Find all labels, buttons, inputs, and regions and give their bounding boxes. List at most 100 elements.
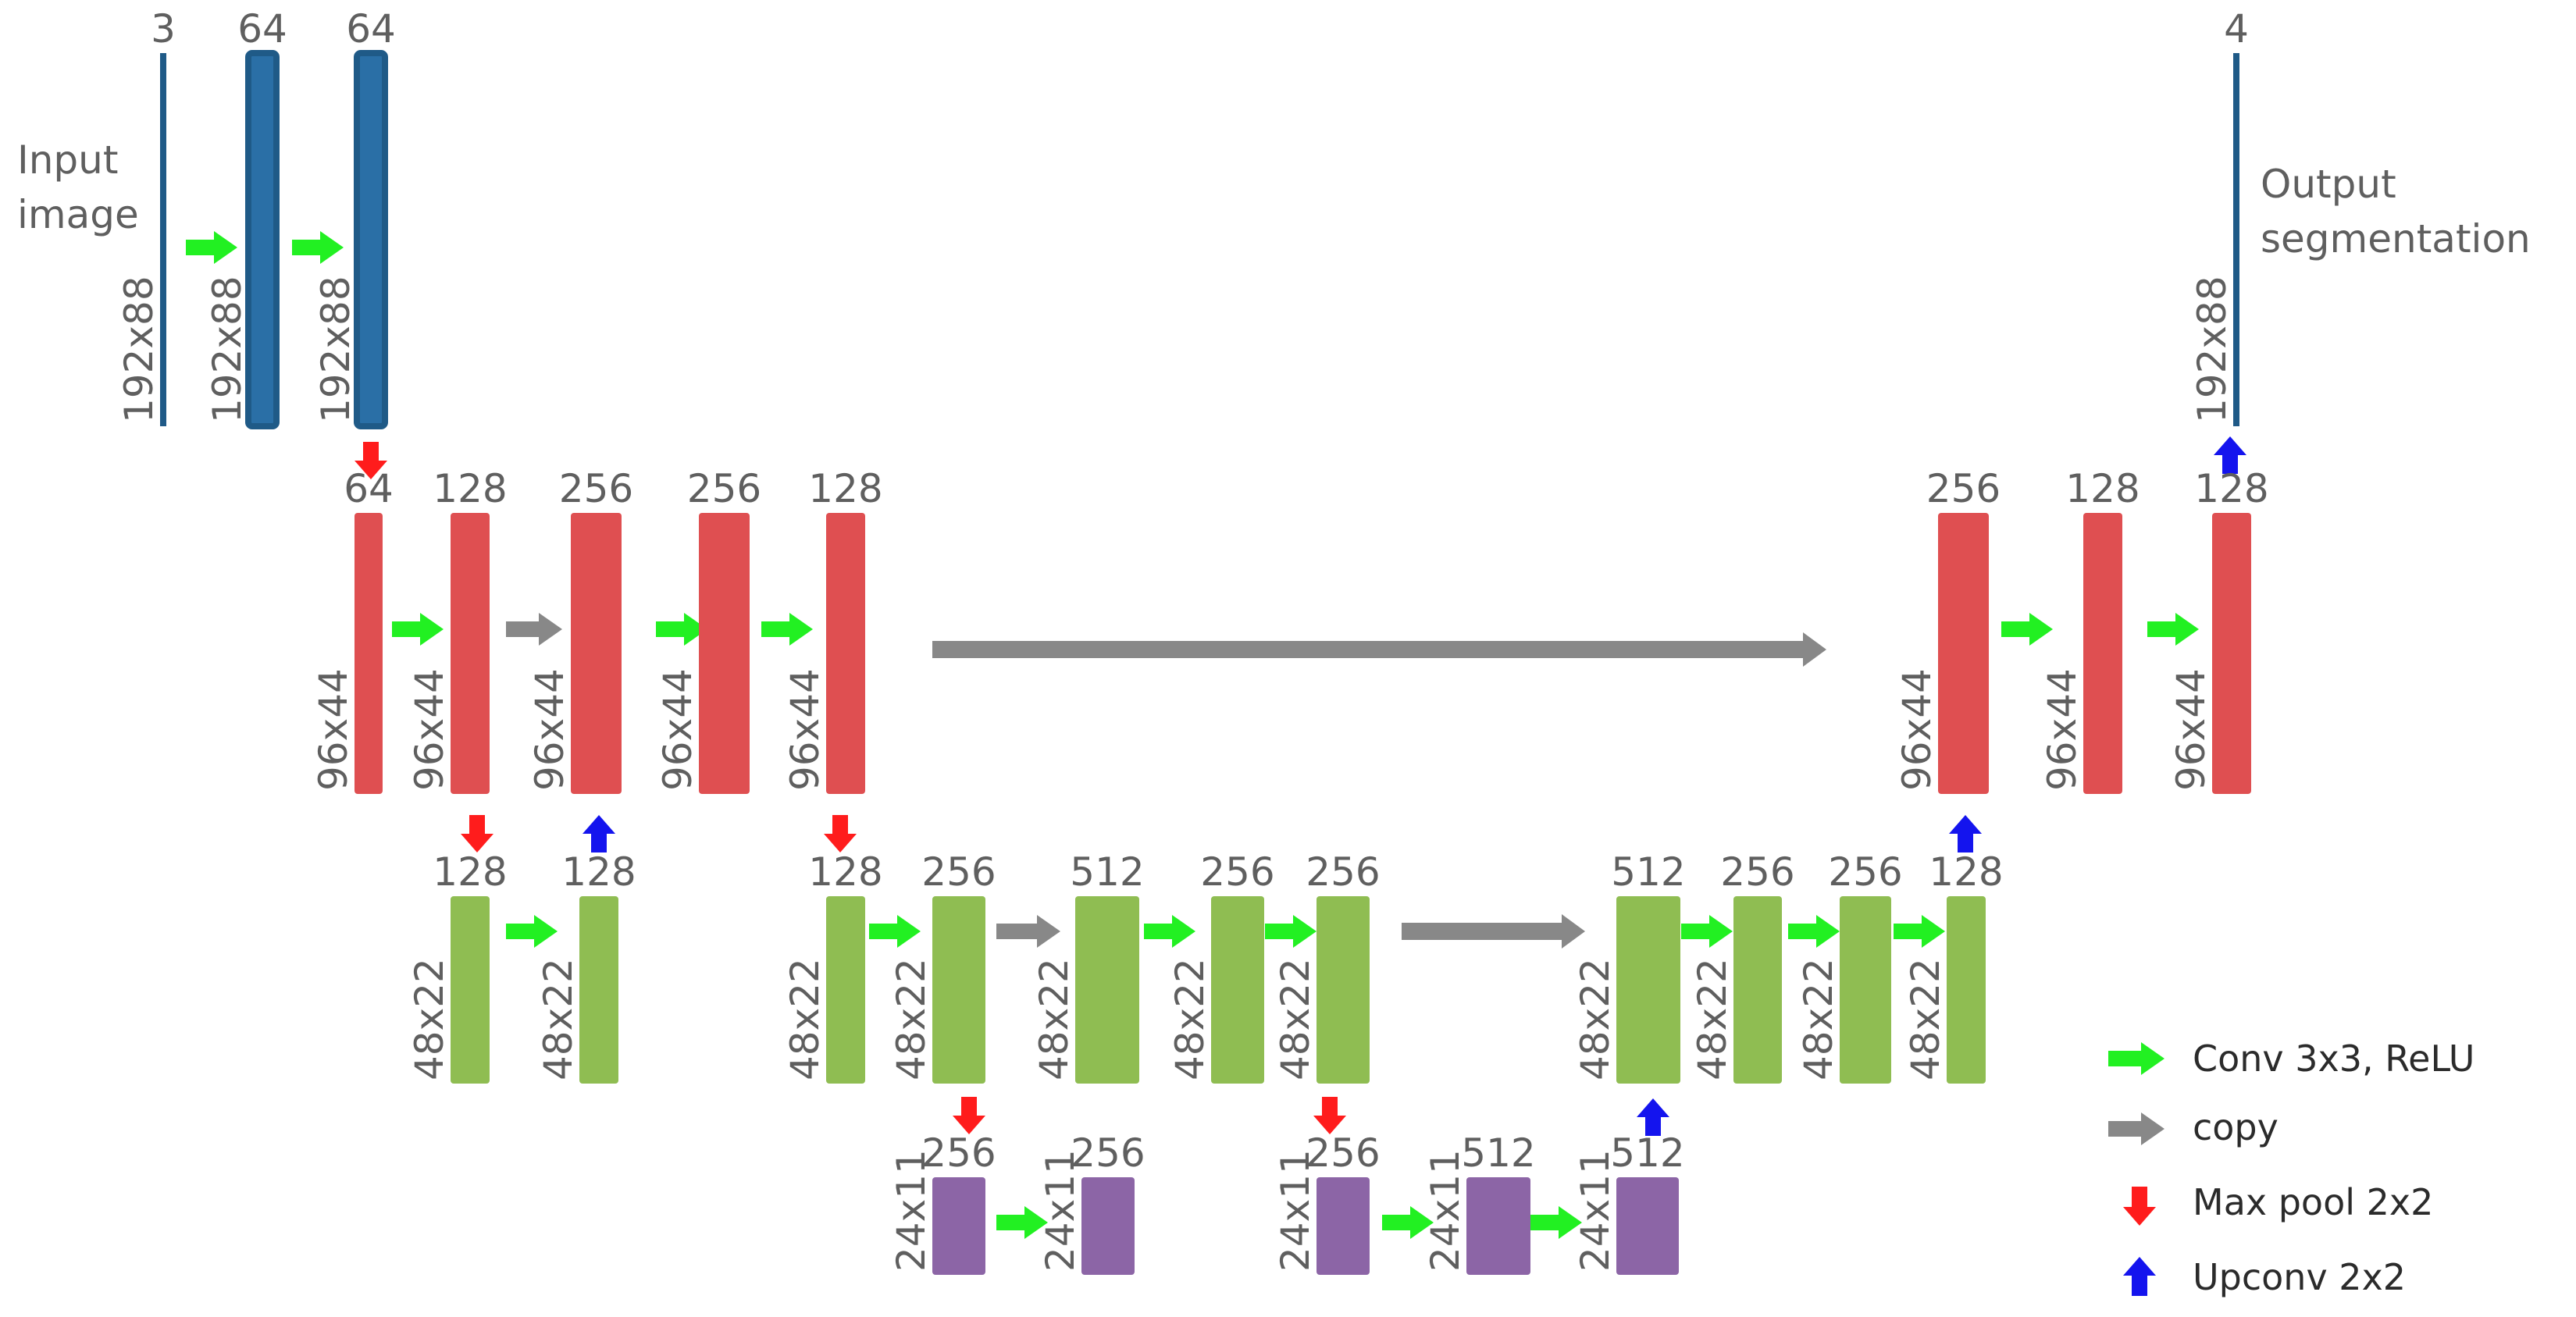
feature-map-r4	[826, 513, 865, 794]
channel-count-in0: 3	[151, 6, 176, 52]
feature-map-r5	[1938, 513, 1989, 794]
spatial-size-p4: 24x11	[1573, 1149, 1618, 1272]
feature-map-p3	[1466, 1177, 1530, 1275]
spatial-size-r1: 96x44	[407, 668, 452, 791]
upconv-arrow-3	[1637, 1098, 1669, 1136]
feature-map-r3	[699, 513, 750, 794]
maxpool-arrow-3	[953, 1097, 985, 1134]
feature-map-g9	[1840, 896, 1891, 1084]
copy-arrow-skip-1	[932, 632, 1826, 667]
spatial-size-p1: 24x11	[1038, 1149, 1083, 1272]
feature-map-out0	[2233, 53, 2239, 426]
channel-count-g8: 256	[1720, 849, 1794, 895]
feature-map-in2	[354, 50, 388, 429]
channel-count-p4: 512	[1610, 1130, 1684, 1176]
legend-copy-arrow	[2108, 1112, 2164, 1145]
channel-count-p0: 256	[921, 1130, 996, 1176]
channel-count-r0: 64	[344, 466, 394, 511]
channel-count-in1: 64	[237, 6, 287, 52]
feature-map-g8	[1733, 896, 1782, 1084]
spatial-size-p3: 24x11	[1423, 1149, 1468, 1272]
spatial-size-g8: 48x22	[1690, 958, 1735, 1080]
conv-arrow-11	[1681, 915, 1733, 948]
channel-count-g9: 256	[1828, 849, 1902, 895]
feature-map-g6	[1317, 896, 1370, 1084]
conv-arrow-0	[186, 231, 237, 264]
spatial-size-p0: 24x11	[889, 1149, 934, 1272]
spatial-size-g4: 48x22	[1031, 958, 1077, 1080]
feature-map-g0	[451, 896, 490, 1084]
feature-map-in0	[160, 53, 166, 426]
spatial-size-g1: 48x22	[536, 958, 581, 1080]
legend-conv-arrow	[2108, 1042, 2164, 1075]
spatial-size-in0: 192x88	[116, 276, 162, 423]
feature-map-g5	[1211, 896, 1264, 1084]
maxpool-arrow-2	[824, 815, 857, 852]
channel-count-r3: 256	[687, 466, 761, 511]
maxpool-arrow-4	[1313, 1097, 1346, 1134]
copy-arrow-1	[996, 915, 1060, 948]
spatial-size-g2: 48x22	[782, 958, 828, 1080]
spatial-size-in1: 192x88	[205, 276, 250, 423]
spatial-size-r2: 96x44	[527, 668, 572, 791]
conv-arrow-13	[1894, 915, 1945, 948]
legend-pool-label: Max pool 2x2	[2193, 1181, 2433, 1223]
conv-arrow-15	[1382, 1206, 1434, 1239]
feature-map-r6	[2083, 513, 2122, 794]
channel-count-r2: 256	[559, 466, 633, 511]
channel-count-p3: 512	[1461, 1130, 1535, 1176]
channel-count-g4: 512	[1070, 849, 1144, 895]
channel-count-in2: 64	[346, 6, 396, 52]
blocks-layer	[160, 50, 2251, 1275]
legend-upconv-label: Upconv 2x2	[2193, 1256, 2406, 1298]
feature-map-r2	[571, 513, 622, 794]
channel-count-out0: 4	[2224, 6, 2249, 52]
conv-arrow-10	[1265, 915, 1317, 948]
spatial-size-g0: 48x22	[407, 958, 452, 1080]
spatial-size-r4: 96x44	[782, 668, 828, 791]
channel-count-r6: 128	[2065, 466, 2140, 511]
channel-count-r4: 128	[808, 466, 882, 511]
feature-map-g2	[826, 896, 865, 1084]
legend-copy-label: copy	[2193, 1106, 2278, 1148]
legend-conv-label: Conv 3x3, ReLU	[2193, 1038, 2474, 1080]
channel-count-p2: 256	[1306, 1130, 1380, 1176]
channel-count-p1: 256	[1071, 1130, 1145, 1176]
feature-map-r0	[355, 513, 383, 794]
labels-layer: Input image Output segmentation 3 192x88 6…	[17, 6, 2531, 1272]
spatial-size-g5: 48x22	[1167, 958, 1213, 1080]
legend-maxpool-arrow	[2123, 1187, 2156, 1226]
channel-count-g3: 256	[921, 849, 996, 895]
feature-map-in1	[245, 50, 280, 429]
maxpool-arrow-1	[461, 815, 493, 852]
feature-map-p4	[1616, 1177, 1679, 1275]
arrows-layer	[186, 231, 2246, 1239]
input-image-label-line1: Input	[17, 137, 118, 183]
channel-count-g7: 512	[1611, 849, 1685, 895]
feature-map-g1	[579, 896, 618, 1084]
channel-count-g1: 128	[561, 849, 636, 895]
feature-map-g7	[1616, 896, 1680, 1084]
upconv-arrow-2	[1949, 815, 1982, 852]
maxpool-arrow-0	[355, 442, 387, 479]
feature-map-p0	[932, 1177, 985, 1275]
spatial-size-g9: 48x22	[1796, 958, 1841, 1080]
legend: Conv 3x3, ReLU copy Max pool 2x2 Upconv …	[2123, 1038, 2474, 1298]
channel-count-r7: 128	[2194, 466, 2268, 511]
spatial-size-g3: 48x22	[889, 958, 934, 1080]
spatial-size-r5: 96x44	[1894, 668, 1940, 791]
channel-count-r5: 256	[1926, 466, 2001, 511]
feature-map-g4	[1075, 896, 1139, 1084]
upconv-arrow-0	[2214, 436, 2246, 474]
feature-map-r1	[451, 513, 490, 794]
feature-map-p2	[1317, 1177, 1370, 1275]
channel-count-g0: 128	[433, 849, 507, 895]
conv-arrow-16	[1530, 1206, 1582, 1239]
spatial-size-out0: 192x88	[2189, 276, 2235, 423]
feature-map-g10	[1947, 896, 1986, 1084]
feature-map-g3	[932, 896, 985, 1084]
channel-count-r1: 128	[433, 466, 507, 511]
conv-arrow-7	[506, 915, 558, 948]
copy-arrow-0	[506, 613, 562, 646]
